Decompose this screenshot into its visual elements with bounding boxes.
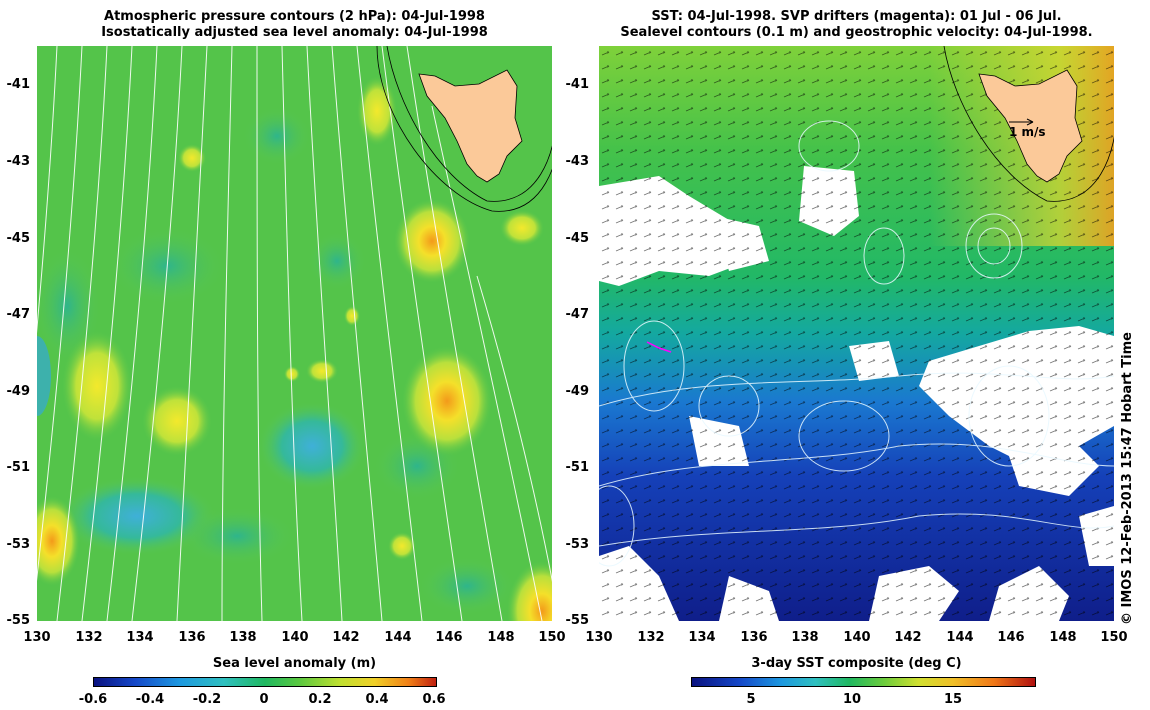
left-ctick-3: -0.2	[192, 692, 222, 707]
right-xtick-144: 144	[946, 630, 974, 645]
left-ytick-49: -49	[6, 384, 31, 399]
credit-label: © IMOS 12-Feb-2013 15:47 Hobart Time	[1120, 332, 1135, 625]
left-xtick-142: 142	[332, 630, 360, 645]
left-ytick-45: -45	[6, 231, 31, 246]
right-ctick-10: 10	[842, 692, 862, 707]
right-ytick-47: -47	[565, 307, 590, 322]
left-ctick-2: -0.4	[135, 692, 165, 707]
left-colorbar-title: Sea level anomaly (m)	[212, 656, 377, 671]
right-xtick-142: 142	[894, 630, 922, 645]
right-ytick-55: -55	[565, 613, 590, 628]
right-xtick-136: 136	[740, 630, 768, 645]
velocity-scale-label: 1 m/s	[1009, 125, 1046, 139]
right-ytick-49: -49	[565, 384, 590, 399]
sst-map: 1 m/s	[599, 46, 1114, 621]
right-xtick-140: 140	[843, 630, 871, 645]
left-xtick-148: 148	[487, 630, 515, 645]
right-title-line2: Sealevel contours (0.1 m) and geostrophi…	[620, 25, 1093, 40]
sst-colorbar	[691, 677, 1036, 687]
sea-level-colorbar	[93, 677, 437, 687]
left-ctick-4: 0	[259, 692, 269, 707]
left-title-line1: Atmospheric pressure contours (2 hPa): 0…	[104, 9, 485, 24]
right-ytick-43: -43	[565, 154, 590, 169]
left-title-line2: Isostatically adjusted sea level anomaly…	[101, 25, 488, 40]
left-xtick-136: 136	[178, 630, 206, 645]
sea-level-anomaly-map	[37, 46, 552, 621]
left-xtick-140: 140	[281, 630, 309, 645]
left-xtick-144: 144	[384, 630, 412, 645]
left-ytick-51: -51	[6, 460, 31, 475]
right-xtick-130: 130	[585, 630, 613, 645]
left-xtick-130: 130	[23, 630, 51, 645]
left-ctick-7: 0.6	[422, 692, 446, 707]
right-ctick-15: 15	[943, 692, 963, 707]
right-xtick-138: 138	[791, 630, 819, 645]
right-ytick-53: -53	[565, 537, 590, 552]
right-ytick-45: -45	[565, 231, 590, 246]
right-colorbar-title: 3-day SST composite (deg C)	[751, 656, 962, 671]
right-xtick-134: 134	[688, 630, 716, 645]
right-xtick-146: 146	[997, 630, 1025, 645]
right-ytick-51: -51	[565, 460, 590, 475]
right-xtick-148: 148	[1049, 630, 1077, 645]
left-ytick-43: -43	[6, 154, 31, 169]
right-ytick-41: -41	[565, 77, 590, 92]
left-xtick-132: 132	[75, 630, 103, 645]
right-title-line1: SST: 04-Jul-1998. SVP drifters (magenta)…	[651, 9, 1062, 24]
right-xtick-132: 132	[637, 630, 665, 645]
right-xtick-150: 150	[1100, 630, 1128, 645]
left-ctick-5: 0.2	[308, 692, 332, 707]
left-ctick-6: 0.4	[365, 692, 389, 707]
left-ytick-41: -41	[6, 77, 31, 92]
left-ytick-47: -47	[6, 307, 31, 322]
right-ctick-5: 5	[746, 692, 756, 707]
left-ctick-1: -0.6	[78, 692, 108, 707]
left-ytick-55: -55	[6, 613, 31, 628]
left-xtick-138: 138	[229, 630, 257, 645]
left-xtick-134: 134	[126, 630, 154, 645]
left-ytick-53: -53	[6, 537, 31, 552]
left-xtick-146: 146	[435, 630, 463, 645]
left-xtick-150: 150	[538, 630, 566, 645]
